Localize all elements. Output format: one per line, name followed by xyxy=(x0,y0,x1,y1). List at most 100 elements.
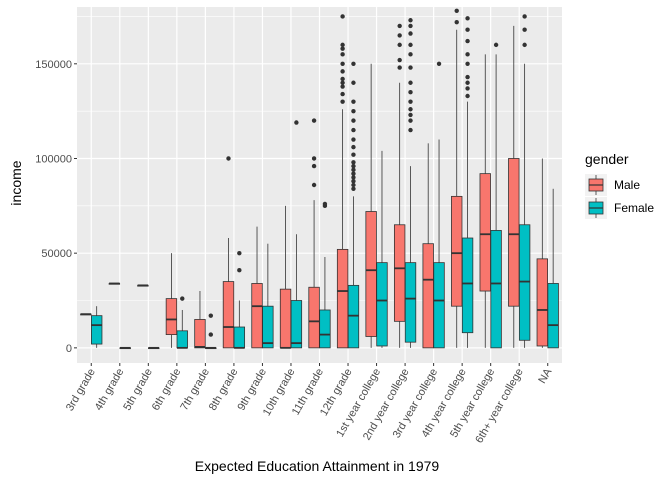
legend-key-male xyxy=(585,174,607,196)
legend: gender Male Female xyxy=(585,151,654,219)
box-body xyxy=(479,173,491,292)
outlier-point xyxy=(408,112,413,118)
box-body xyxy=(451,195,463,307)
box-body xyxy=(290,300,303,349)
outlier-point xyxy=(351,118,356,123)
box-body xyxy=(490,230,502,349)
outlier-point xyxy=(340,52,345,57)
legend-key-female xyxy=(585,197,607,219)
y-axis-title: income xyxy=(8,160,24,205)
outlier-point xyxy=(351,186,356,191)
outlier-point xyxy=(408,118,413,123)
outlier-point xyxy=(465,52,470,57)
box-body xyxy=(393,224,406,322)
outlier-point xyxy=(311,163,317,169)
outlier-point xyxy=(408,18,413,23)
box-female-6th-year-college xyxy=(518,14,531,348)
outlier-point xyxy=(408,80,413,85)
outlier-point xyxy=(340,76,345,82)
box-body xyxy=(262,305,274,349)
outlier-point xyxy=(351,137,356,142)
box-male-12th-grade xyxy=(336,14,349,349)
outlier-point xyxy=(493,42,499,48)
outlier-point xyxy=(351,175,356,180)
outlier-point xyxy=(351,80,356,85)
box-male-7th-grade xyxy=(194,291,206,349)
x-axis-title: Expected Education Attainment in 1979 xyxy=(195,458,440,474)
outlier-point xyxy=(351,179,356,184)
outlier-point xyxy=(208,313,214,318)
outlier-point xyxy=(454,8,459,13)
outlier-point xyxy=(436,61,442,67)
box-body xyxy=(508,158,520,307)
box-female-7th-grade xyxy=(205,313,217,350)
outlier-point xyxy=(237,268,242,273)
outlier-point xyxy=(311,156,317,161)
box-male-6th-grade xyxy=(165,253,178,348)
box-female-12th-grade xyxy=(347,61,360,349)
box-male-8th-grade xyxy=(222,156,235,349)
outlier-point xyxy=(522,14,527,19)
box-body xyxy=(336,248,349,349)
outlier-point xyxy=(397,23,402,29)
box-female-9th-grade xyxy=(262,243,274,349)
outlier-point xyxy=(465,38,470,44)
outlier-point xyxy=(340,42,345,48)
box-body xyxy=(365,211,377,337)
outlier-point xyxy=(226,156,231,161)
box-female-10th-grade xyxy=(290,120,303,349)
x-tick-label: NA xyxy=(536,366,554,386)
box-body xyxy=(319,309,331,349)
outlier-point xyxy=(351,108,356,114)
box-female-11th-grade xyxy=(319,201,331,349)
outlier-point xyxy=(311,182,317,188)
box-female-5th-grade xyxy=(148,346,160,350)
legend-label-male: Male xyxy=(614,178,640,192)
outlier-point xyxy=(397,57,402,63)
outlier-point xyxy=(522,27,527,32)
outlier-point xyxy=(465,93,470,99)
box-male-3rd-grade xyxy=(80,313,92,316)
outlier-point xyxy=(294,120,299,125)
outlier-point xyxy=(397,65,402,70)
box-male-10th-grade xyxy=(279,205,292,349)
box-body xyxy=(518,224,531,341)
outlier-point xyxy=(340,84,345,89)
box-male-5th-grade xyxy=(137,284,149,287)
box-female-2nd-year-college xyxy=(404,18,417,348)
box-female-3rd-grade xyxy=(91,306,103,348)
box-male-4th-grade xyxy=(108,282,121,285)
outlier-point xyxy=(351,144,356,150)
outlier-point xyxy=(397,42,402,48)
outlier-point xyxy=(208,332,214,337)
outlier-point xyxy=(408,23,413,29)
box-body xyxy=(347,284,360,349)
outlier-point xyxy=(237,250,242,256)
outlier-point xyxy=(522,42,527,48)
outlier-point xyxy=(322,201,328,207)
box-female-4th-grade xyxy=(119,346,131,350)
box-female-na xyxy=(547,188,559,349)
box-body xyxy=(251,283,263,349)
y-tick-label: 100000 xyxy=(35,153,72,165)
outlier-point xyxy=(408,31,413,36)
box-body xyxy=(536,258,548,347)
box-body xyxy=(194,319,206,349)
box-body xyxy=(308,286,320,349)
box-body xyxy=(422,243,434,349)
box-body xyxy=(404,262,417,343)
boxes-layer xyxy=(80,8,559,350)
box-female-3rd-year-college xyxy=(433,61,445,349)
outlier-point xyxy=(408,99,413,104)
outlier-point xyxy=(454,19,459,25)
outlier-point xyxy=(465,61,470,67)
outlier-point xyxy=(340,80,345,85)
box-body xyxy=(222,281,235,349)
outlier-point xyxy=(351,152,356,157)
box-body xyxy=(547,283,559,349)
y-tick-label: 150000 xyxy=(35,59,72,71)
outlier-point xyxy=(465,16,470,21)
y-axis-ticks: 0 50000 100000 150000 xyxy=(35,59,77,355)
